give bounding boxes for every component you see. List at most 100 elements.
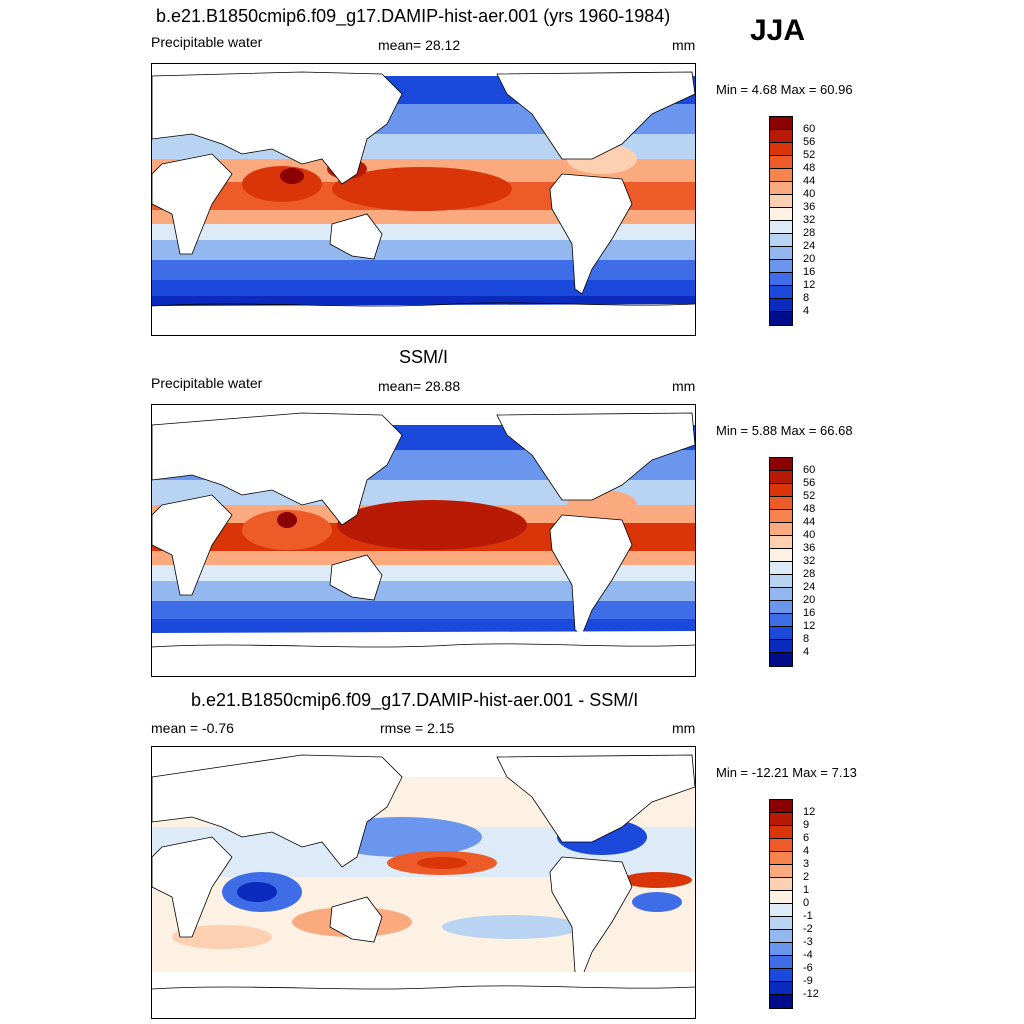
colorbar-tick-label: 24: [803, 240, 816, 252]
colorbar-tick-label: 20: [803, 253, 816, 265]
colorbar-tick-label: 24: [803, 581, 816, 593]
colorbar-tick-label: 28: [803, 568, 816, 580]
panel1-colorbar-swatch: [770, 260, 792, 273]
colorbar-tick-label: 48: [803, 503, 816, 515]
panel1-colorbar-swatch: [770, 234, 792, 247]
colorbar-tick-label: 36: [803, 542, 816, 554]
colorbar-tick-label: 3: [803, 858, 810, 870]
panel1-colorbar-swatch: [770, 286, 792, 299]
colorbar-tick-label: 4: [803, 646, 810, 658]
colorbar-tick-label: -2: [803, 923, 813, 935]
panel3-colorbar-swatch: [770, 813, 792, 826]
panel3-colorbar-swatch: [770, 891, 792, 904]
colorbar-tick-label: -9: [803, 975, 813, 987]
panel2-colorbar-swatch: [770, 653, 792, 666]
panel1-colorbar-swatch: [770, 208, 792, 221]
panel3-colorbar-swatch: [770, 943, 792, 956]
panel3-rmse-label: rmse = 2.15: [380, 720, 455, 736]
panel2-colorbar-swatch: [770, 601, 792, 614]
panel3-colorbar-swatch: [770, 930, 792, 943]
colorbar-tick-label: 16: [803, 266, 816, 278]
panel3-colorbar-swatch: [770, 865, 792, 878]
panel3-colorbar-swatch: [770, 826, 792, 839]
panel3-map: [151, 746, 696, 1019]
panel1-colorbar: [769, 116, 793, 326]
colorbar-tick-label: 9: [803, 819, 810, 831]
panel3-title: b.e21.B1850cmip6.f09_g17.DAMIP-hist-aer.…: [191, 690, 639, 710]
panel1-units-label: mm: [672, 37, 696, 53]
panel3-colorbar-swatch: [770, 800, 792, 813]
colorbar-tick-label: -12: [803, 988, 819, 1000]
panel1-map: [151, 63, 696, 336]
panel1-colorbar-swatch: [770, 221, 792, 234]
colorbar-tick-label: 4: [803, 305, 810, 317]
colorbar-tick-label: 40: [803, 188, 816, 200]
panel3-colorbar-swatch: [770, 839, 792, 852]
panel1-colorbar-swatch: [770, 143, 792, 156]
panel2-colorbar-swatch: [770, 614, 792, 627]
colorbar-tick-label: 8: [803, 292, 810, 304]
panel1-colorbar-swatch: [770, 299, 792, 312]
colorbar-tick-label: 52: [803, 490, 816, 502]
panel1-mean-label: mean= 28.12: [378, 37, 461, 53]
panel3-colorbar-swatch: [770, 995, 792, 1008]
panel2-colorbar: [769, 457, 793, 667]
colorbar-tick-label: -1: [803, 910, 813, 922]
panel2-colorbar-swatch: [770, 627, 792, 640]
panel3-minmax: Min = -12.21 Max = 7.13: [716, 765, 857, 780]
panel1-colorbar-swatch: [770, 273, 792, 286]
colorbar-tick-label: 12: [803, 279, 816, 291]
panel3-colorbar-swatch: [770, 917, 792, 930]
colorbar-tick-label: 56: [803, 477, 816, 489]
panel1-variable-label: Precipitable water: [151, 34, 263, 50]
colorbar-tick-label: 32: [803, 555, 816, 567]
panel3-units-label: mm: [672, 720, 696, 736]
panel1-colorbar-swatch: [770, 117, 792, 130]
colorbar-tick-label: -4: [803, 949, 813, 961]
panel2-minmax: Min = 5.88 Max = 66.68: [716, 423, 853, 438]
colorbar-tick-label: -6: [803, 962, 813, 974]
panel3-colorbar-swatch: [770, 904, 792, 917]
panel3-colorbar-swatch: [770, 878, 792, 891]
panel2-colorbar-swatch: [770, 458, 792, 471]
colorbar-tick-label: 44: [803, 175, 816, 187]
colorbar-tick-label: 56: [803, 136, 816, 148]
panel2-title: SSM/I: [399, 347, 449, 367]
panel2-colorbar-swatch: [770, 497, 792, 510]
panel2-colorbar-swatch: [770, 640, 792, 653]
panel1-colorbar-swatch: [770, 247, 792, 260]
colorbar-tick-label: 0: [803, 897, 810, 909]
panel1-colorbar-swatch: [770, 312, 792, 325]
panel2-colorbar-swatch: [770, 523, 792, 536]
panel1-colorbar-swatch: [770, 156, 792, 169]
colorbar-tick-label: 1: [803, 884, 810, 896]
panel1-colorbar-swatch: [770, 182, 792, 195]
panel1-minmax: Min = 4.68 Max = 60.96: [716, 82, 853, 97]
colorbar-tick-label: 60: [803, 464, 816, 476]
colorbar-tick-label: 4: [803, 845, 810, 857]
panel2-colorbar-labels: 60 56 52 48 44 40 36 32 28 24 20 16 12 8…: [803, 464, 815, 659]
panel2-colorbar-swatch: [770, 510, 792, 523]
panel1-colorbar-swatch: [770, 169, 792, 182]
panel2-variable-label: Precipitable water: [151, 375, 263, 391]
panel2-colorbar-swatch: [770, 471, 792, 484]
colorbar-tick-label: 52: [803, 149, 816, 161]
panel2-colorbar-swatch: [770, 562, 792, 575]
panel2-mean-label: mean= 28.88: [378, 378, 461, 394]
colorbar-tick-label: 12: [803, 620, 816, 632]
panel2-units-label: mm: [672, 378, 696, 394]
colorbar-tick-label: 40: [803, 529, 816, 541]
panel3-colorbar-swatch: [770, 982, 792, 995]
panel2-colorbar-swatch: [770, 536, 792, 549]
panel1-colorbar-swatch: [770, 195, 792, 208]
panel1-colorbar-swatch: [770, 130, 792, 143]
colorbar-tick-label: 2: [803, 871, 810, 883]
panel3-colorbar: [769, 799, 793, 1009]
panel2-colorbar-swatch: [770, 588, 792, 601]
colorbar-tick-label: 20: [803, 594, 816, 606]
colorbar-tick-label: 8: [803, 633, 810, 645]
colorbar-tick-label: 28: [803, 227, 816, 239]
panel3-colorbar-labels: 12 9 6 4 3 2 1 0 -1 -2 -3 -4 -6 -9 -12: [803, 806, 819, 1001]
panel3-colorbar-swatch: [770, 969, 792, 982]
panel3-colorbar-swatch: [770, 956, 792, 969]
